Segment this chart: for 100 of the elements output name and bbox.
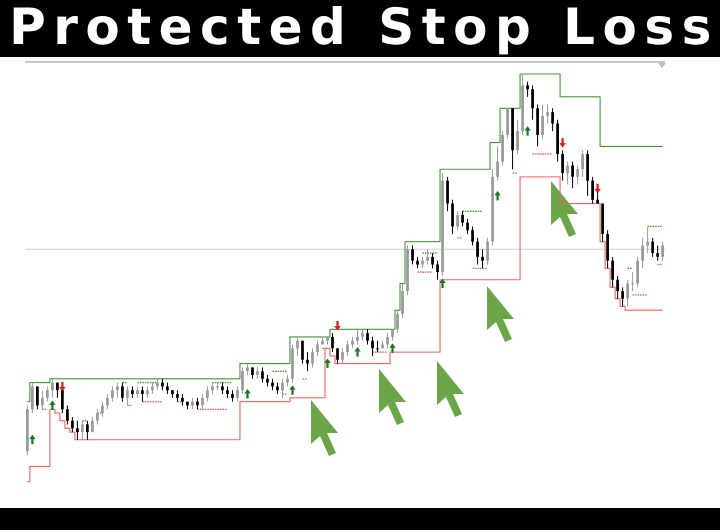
candlestick xyxy=(426,248,429,265)
candlestick xyxy=(111,386,114,402)
candlestick xyxy=(201,394,204,410)
candlestick xyxy=(61,390,64,414)
candlestick xyxy=(576,164,579,185)
candlestick xyxy=(651,237,654,258)
candlestick xyxy=(526,81,529,98)
point xyxy=(334,320,341,330)
candlestick xyxy=(421,256,424,269)
candlestick xyxy=(41,390,44,410)
candlestick xyxy=(31,382,34,414)
candlestick xyxy=(486,237,489,265)
candlestick xyxy=(121,382,124,402)
candlestick xyxy=(206,386,209,402)
candlestick xyxy=(416,256,419,269)
candlestick xyxy=(471,226,474,246)
point xyxy=(289,385,296,395)
candlestick xyxy=(341,348,344,364)
candlestick xyxy=(551,108,554,132)
point xyxy=(439,278,446,288)
candlestick xyxy=(376,340,379,353)
candlestick xyxy=(451,199,454,235)
candlestick xyxy=(136,386,139,398)
candlestick xyxy=(331,332,334,353)
candlestick xyxy=(131,386,134,398)
candlestick xyxy=(411,244,414,265)
candlestick xyxy=(176,390,179,402)
candlestick xyxy=(301,340,304,364)
candlestick xyxy=(141,386,144,402)
candlestick xyxy=(431,252,434,269)
point xyxy=(324,358,331,368)
candlestick xyxy=(616,275,619,300)
candlestick xyxy=(286,374,289,387)
candlestick xyxy=(641,237,644,269)
candlestick xyxy=(366,328,369,346)
candlestick xyxy=(101,401,104,418)
candlestick xyxy=(116,382,119,398)
candlestick xyxy=(481,248,484,269)
candlestick xyxy=(66,404,69,426)
candlestick xyxy=(541,104,544,140)
candlestick xyxy=(96,408,99,426)
candlestick xyxy=(76,420,79,440)
candlestick xyxy=(516,119,519,155)
candlestick xyxy=(226,386,229,398)
candlestick xyxy=(531,84,534,120)
candlestick xyxy=(51,378,54,398)
candlestick xyxy=(91,416,94,433)
candlestick xyxy=(661,241,664,262)
point xyxy=(29,434,36,444)
candlestick xyxy=(581,150,584,178)
candlestick xyxy=(221,382,224,395)
candlestick xyxy=(436,260,439,280)
candlestick xyxy=(256,366,259,380)
candlestick xyxy=(281,378,284,398)
candlestick xyxy=(261,366,264,384)
candlestick xyxy=(126,386,129,406)
candlestick xyxy=(571,161,574,189)
candlestick xyxy=(71,416,74,433)
candlestick xyxy=(276,382,279,395)
candlestick xyxy=(316,340,319,356)
candlestick xyxy=(496,146,499,182)
candlestick xyxy=(546,104,549,124)
point xyxy=(244,389,251,399)
candlestick xyxy=(231,390,234,402)
candlestick xyxy=(566,161,569,185)
candlestick xyxy=(86,420,89,440)
candlestick xyxy=(401,283,404,318)
candlestick xyxy=(246,363,249,376)
candlestick xyxy=(196,397,199,410)
candlestick xyxy=(306,352,309,372)
candlestick xyxy=(561,150,564,182)
candlestick xyxy=(386,332,389,349)
candlestick xyxy=(646,226,649,254)
point xyxy=(389,343,396,353)
point xyxy=(559,138,566,148)
candlestick xyxy=(36,386,39,410)
candlestick xyxy=(621,286,624,307)
candlestick xyxy=(351,336,354,349)
candlestick xyxy=(271,378,274,391)
candlestick xyxy=(626,279,629,307)
candlestick xyxy=(81,420,84,440)
candlestick xyxy=(106,394,109,410)
point xyxy=(49,400,56,410)
candlestick xyxy=(161,378,164,391)
candlestick xyxy=(241,366,244,395)
candlestick xyxy=(631,272,634,292)
candlestick xyxy=(611,256,614,288)
point xyxy=(494,190,501,200)
candlestick xyxy=(396,310,399,334)
candlestick xyxy=(456,210,459,231)
candlestick xyxy=(211,382,214,395)
point xyxy=(354,347,361,357)
point xyxy=(524,126,531,136)
candlestick xyxy=(266,374,269,387)
candlestick xyxy=(151,382,154,395)
candlestick xyxy=(156,378,159,391)
candlestick xyxy=(181,394,184,406)
candlestick xyxy=(591,176,594,204)
candlestick xyxy=(466,218,469,235)
candlestick xyxy=(336,348,339,364)
